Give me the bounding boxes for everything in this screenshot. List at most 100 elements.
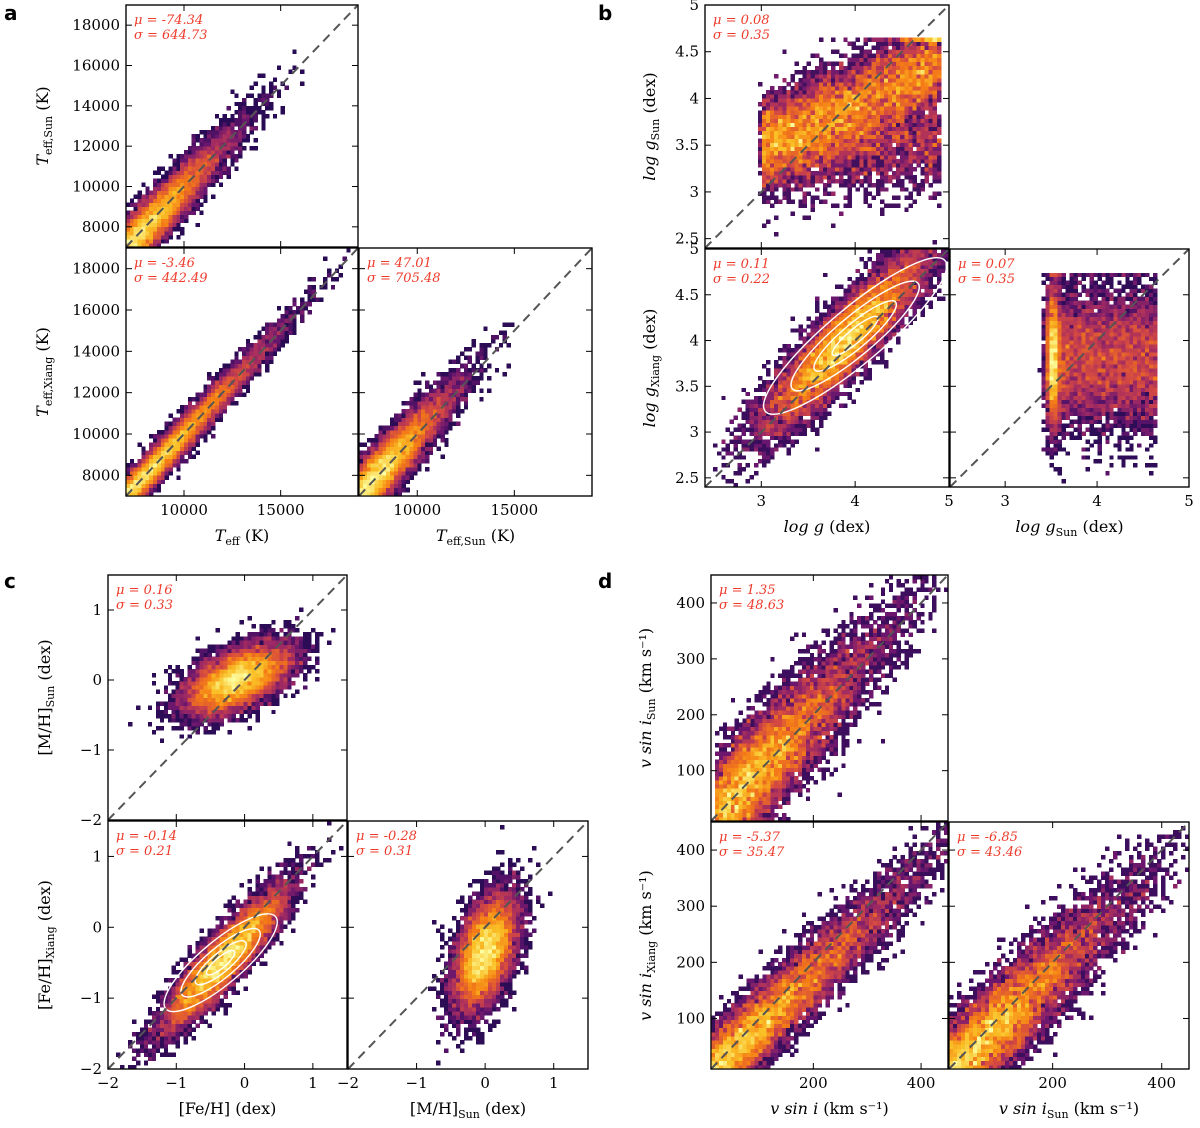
density-cell: [924, 134, 930, 140]
density-cell: [1145, 383, 1150, 389]
density-cell: [847, 187, 852, 192]
density-cell: [896, 142, 901, 148]
density-cell: [778, 158, 783, 164]
density-cell: [203, 166, 208, 171]
density-cell: [847, 61, 852, 67]
density-cell: [859, 308, 864, 313]
density-cell: [774, 146, 779, 152]
density-cell: [1097, 447, 1102, 452]
density-cell: [851, 126, 856, 131]
density-cell: [839, 304, 844, 309]
density-cell: [265, 347, 270, 352]
density-cell: [1113, 415, 1118, 420]
density-cell: [827, 138, 832, 144]
density-cell: [810, 368, 816, 373]
density-cell: [883, 154, 889, 160]
density-cell: [924, 37, 930, 42]
density-cell: [191, 150, 196, 155]
density-cell: [393, 417, 399, 422]
density-cell: [382, 442, 387, 447]
density-cell: [888, 138, 893, 144]
density-cell: [859, 150, 864, 156]
density-cell: [908, 122, 913, 127]
density-cell: [238, 121, 243, 127]
density-cell: [386, 450, 391, 456]
density-cell: [810, 122, 816, 127]
density-cell: [276, 93, 282, 99]
density-cell: [374, 438, 379, 443]
density-cell: [782, 364, 787, 369]
density-cell: [265, 330, 270, 336]
density-cell: [218, 126, 224, 131]
density-cell: [761, 106, 767, 111]
density-cell: [1053, 423, 1058, 428]
density-cell: [782, 98, 787, 103]
density-cell: [908, 171, 913, 176]
density-cell: [782, 191, 787, 196]
density-cell: [397, 442, 403, 447]
density-cell: [1069, 348, 1074, 353]
density-cell: [802, 348, 808, 353]
density-cell: [822, 81, 828, 87]
density-cell: [390, 462, 395, 468]
density-cell: [467, 384, 473, 389]
density-cell: [288, 310, 293, 315]
density-cell: [303, 305, 309, 311]
density-cell: [753, 463, 759, 468]
density-cell: [936, 288, 942, 294]
density-cell: [145, 186, 150, 191]
density-cell: [440, 409, 445, 414]
density-cell: [172, 425, 177, 431]
density-cell: [207, 142, 212, 147]
density-cell: [774, 158, 779, 164]
density-cell: [892, 146, 897, 152]
density-cell: [835, 130, 840, 135]
density-cell: [452, 388, 457, 394]
density-cell: [1093, 399, 1098, 405]
density-cell: [133, 471, 138, 476]
density-cell: [1077, 435, 1082, 440]
density-cell: [483, 326, 488, 332]
density-cell: [1125, 387, 1130, 393]
density-cell: [440, 388, 445, 394]
density-cell: [879, 264, 885, 270]
density-cell: [867, 256, 873, 262]
density-cell: [810, 403, 816, 409]
density-cell: [284, 305, 289, 311]
density-cell: [920, 41, 925, 46]
density-cell: [794, 86, 799, 91]
density-cell: [288, 314, 293, 319]
density-cell: [214, 372, 220, 377]
density-cell: [222, 130, 227, 135]
density-cell: [794, 138, 799, 144]
density-cell: [249, 372, 254, 377]
density-cell: [774, 199, 779, 204]
density-cell: [761, 431, 767, 436]
density-cell: [741, 467, 747, 472]
density-cell: [940, 260, 946, 266]
density-cell: [879, 49, 885, 54]
density-cell: [843, 134, 848, 140]
density-cell: [1121, 375, 1126, 381]
density-cell: [444, 442, 449, 447]
density-cell: [757, 142, 763, 148]
density-cell: [168, 202, 173, 208]
density-cell: [184, 218, 189, 224]
density-cell: [888, 348, 893, 353]
density-cell: [908, 81, 913, 87]
density-cell: [1137, 391, 1142, 397]
density-cell: [814, 69, 820, 75]
density-cell: [1081, 383, 1086, 389]
density-cell: [814, 431, 820, 436]
density-cell: [766, 360, 771, 365]
density-cell: [203, 384, 208, 389]
density-cell: [928, 126, 934, 131]
density-cell: [199, 138, 204, 143]
density-cell: [770, 391, 775, 397]
density-cell: [810, 203, 816, 208]
density-cell: [272, 351, 278, 356]
density-cell: [932, 175, 938, 180]
density-cell: [879, 356, 885, 361]
density-cell: [827, 142, 832, 148]
density-cell: [1105, 415, 1110, 420]
